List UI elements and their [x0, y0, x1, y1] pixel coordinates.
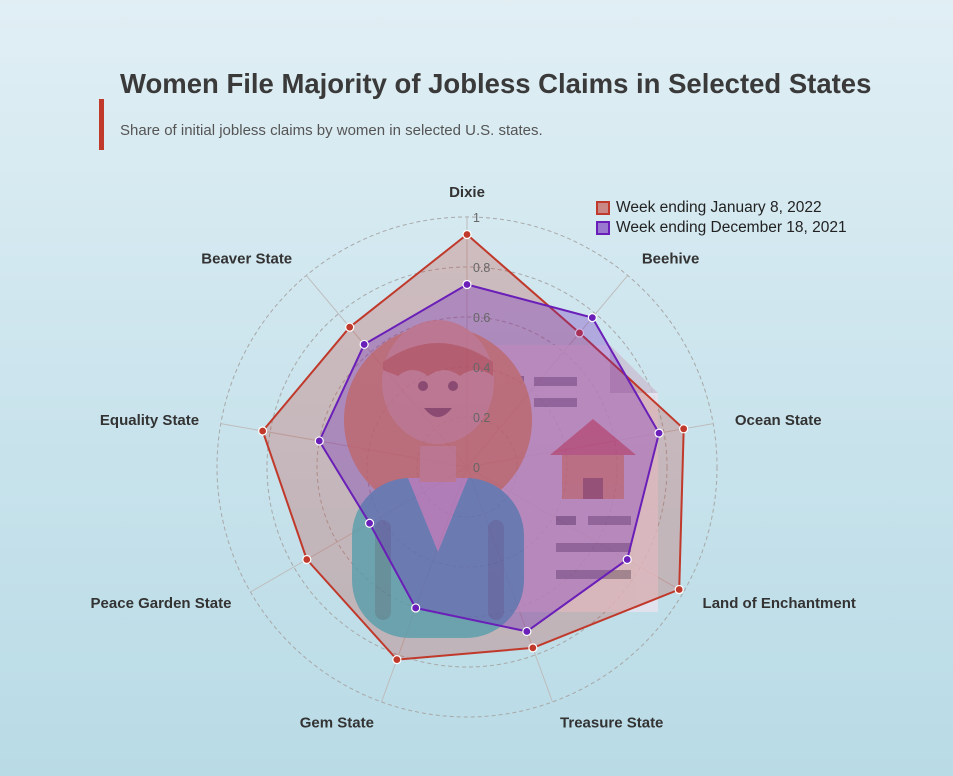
- axis-label-ocean-state: Ocean State: [735, 412, 822, 429]
- data-point-2-beaver-state: [359, 339, 369, 350]
- data-point-2-land-of-enchantment: [622, 554, 632, 565]
- legend-item-series-b[interactable]: Week ending December 18, 2021: [596, 218, 847, 238]
- radial-tick-label: 0.6: [473, 311, 490, 325]
- legend-swatch-series-b: [596, 221, 610, 235]
- data-point-1-equality-state: [258, 426, 268, 436]
- data-point-2-ocean-state: [654, 428, 664, 438]
- series-area-1: [261, 233, 685, 661]
- data-point-1-gem-state: [392, 655, 402, 665]
- woman-holding-housing-document-icon: [344, 320, 658, 638]
- chart-title: Women File Majority of Jobless Claims in…: [120, 68, 872, 99]
- legend-item-series-a[interactable]: Week ending January 8, 2022: [596, 198, 847, 218]
- data-point-2-gem-state: [411, 603, 421, 613]
- legend-swatch-series-a: [596, 201, 610, 215]
- data-point-2-dixie: [462, 279, 472, 290]
- data-point-2-equality-state: [314, 436, 324, 446]
- axis-label-treasure-state: Treasure State: [560, 715, 663, 732]
- data-point-1-treasure-state: [528, 643, 538, 653]
- axis-label-peace-garden-state: Peace Garden State: [91, 595, 232, 612]
- data-point-1-ocean-state: [679, 424, 689, 434]
- data-point-1-beehive: [574, 328, 585, 338]
- chart-subtitle: Share of initial jobless claims by women…: [120, 122, 543, 139]
- radial-tick-label: 0.4: [473, 361, 490, 375]
- radar-series: [258, 229, 689, 665]
- data-point-1-dixie: [462, 229, 472, 240]
- radial-gridline-0.8: [266, 266, 668, 668]
- radial-tick-label: 0.2: [473, 411, 490, 425]
- axis-label-dixie: Dixie: [449, 184, 485, 201]
- axis-label-beehive: Beehive: [642, 251, 700, 268]
- axis-label-gem-state: Gem State: [300, 715, 374, 732]
- data-point-1-land-of-enchantment: [674, 584, 684, 595]
- legend-label-series-a: Week ending January 8, 2022: [616, 199, 822, 216]
- radial-tick-label: 0: [473, 461, 480, 475]
- data-point-2-peace-garden-state: [364, 518, 375, 528]
- legend-label-series-b: Week ending December 18, 2021: [616, 219, 847, 236]
- axis-label-beaver-state: Beaver State: [201, 251, 292, 268]
- accent-bar: [99, 99, 104, 150]
- series-area-2: [318, 283, 660, 633]
- data-point-2-treasure-state: [522, 626, 532, 637]
- axis-label-land-of-enchantment: Land of Enchantment: [703, 595, 856, 612]
- data-point-1-peace-garden-state: [302, 554, 312, 565]
- chart-legend: Week ending January 8, 2022 Week ending …: [596, 198, 847, 238]
- radial-tick-label: 1: [473, 211, 480, 225]
- data-point-1-beaver-state: [345, 322, 355, 332]
- radial-tick-label: 0.8: [473, 261, 490, 275]
- radar-labels: 0 0.2 0.4 0.6 0.8 1 Dixie Beehive Ocean State Lan…: [91, 184, 856, 732]
- axis-label-equality-state: Equality State: [100, 412, 199, 429]
- data-point-2-beehive: [587, 313, 597, 323]
